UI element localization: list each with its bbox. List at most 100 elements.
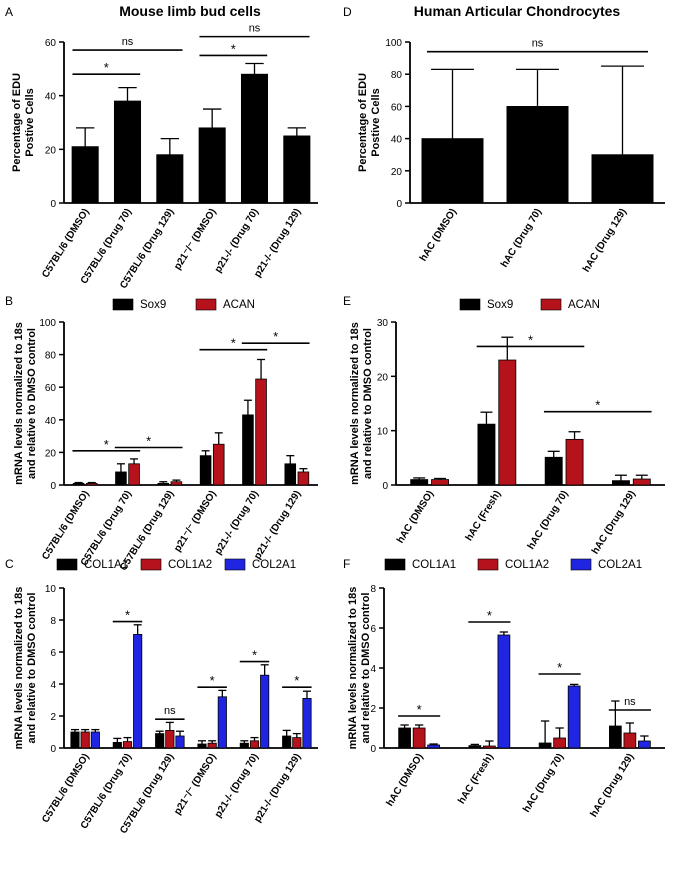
bar bbox=[506, 106, 569, 204]
panel-label-b: B bbox=[5, 294, 13, 308]
significance-label: * bbox=[125, 608, 130, 623]
x-tick-label: hAC (Drug 129) bbox=[589, 752, 637, 820]
y-axis-label: mRNA levels normalized to 18s bbox=[13, 587, 25, 750]
bar bbox=[197, 743, 207, 749]
bar bbox=[115, 471, 127, 486]
y-tick-label: 20 bbox=[391, 167, 403, 178]
y-tick-label: 100 bbox=[385, 38, 402, 49]
y-tick-label: 40 bbox=[391, 135, 403, 146]
significance-label: * bbox=[528, 332, 533, 347]
legend-swatch bbox=[459, 298, 481, 311]
legend-label: COL2A1 bbox=[252, 559, 296, 571]
bar bbox=[623, 732, 637, 749]
x-tick-label: hAC (Drug 129) bbox=[590, 489, 638, 557]
y-tick-label: 80 bbox=[45, 351, 57, 362]
legend-swatch bbox=[224, 558, 246, 571]
bar bbox=[156, 154, 184, 204]
bar bbox=[85, 482, 98, 486]
bar bbox=[165, 730, 175, 749]
y-tick-label: 60 bbox=[391, 102, 403, 113]
bar bbox=[544, 456, 563, 486]
legend-swatch bbox=[140, 558, 162, 571]
bar bbox=[212, 443, 225, 486]
y-axis-label: Percentage of EDU bbox=[11, 73, 23, 172]
significance-label: * bbox=[231, 336, 236, 351]
legend-swatch bbox=[540, 298, 562, 311]
y-tick-label: 40 bbox=[45, 416, 57, 427]
bar bbox=[170, 481, 183, 486]
x-tick-label: C57BL/6 (DMSO) bbox=[40, 489, 91, 562]
bar bbox=[468, 745, 482, 749]
significance-label: * bbox=[487, 608, 492, 623]
bar bbox=[431, 479, 449, 486]
y-tick-label: 100 bbox=[39, 318, 56, 329]
bar bbox=[260, 674, 270, 749]
y-tick-label: 20 bbox=[377, 372, 389, 383]
legend-label: Sox9 bbox=[140, 299, 166, 311]
bar bbox=[567, 685, 581, 749]
bar bbox=[157, 482, 170, 486]
y-tick-label: 60 bbox=[45, 383, 57, 394]
chart-panel-f: F COL1A1 COL1A2 COL2A1 0 2 4 6 8 mRNA levels norm… bbox=[343, 557, 665, 819]
bar bbox=[412, 727, 426, 749]
bar bbox=[255, 378, 267, 486]
y-tick-label: 4 bbox=[370, 664, 376, 675]
legend-label: COL2A1 bbox=[598, 559, 642, 571]
panel-label-f: F bbox=[343, 557, 350, 571]
x-tick-label: hAC (Drug 70) bbox=[526, 489, 571, 552]
chart-panel-e: E Sox9 ACAN 0 10 20 30 mRNA levels normalized t… bbox=[343, 294, 665, 556]
y-tick-label: 0 bbox=[382, 481, 388, 492]
significance-label: ns bbox=[122, 36, 134, 48]
bar bbox=[282, 735, 292, 749]
y-tick-label: 80 bbox=[391, 70, 403, 81]
significance-label: * bbox=[210, 673, 215, 688]
y-axis-label: and relative to DMSO control bbox=[360, 593, 372, 744]
x-tick-label: p21⁻/⁻ (DMSO) bbox=[172, 752, 218, 817]
y-tick-label: 0 bbox=[396, 199, 402, 210]
legend-swatch bbox=[570, 558, 592, 571]
legend-label: COL1A2 bbox=[505, 559, 549, 571]
x-tick-label: C57BL/6 (DMSO) bbox=[40, 207, 91, 280]
bar bbox=[283, 135, 311, 204]
significance-label: ns bbox=[532, 38, 544, 50]
x-tick-label: hAC (DMSO) bbox=[385, 752, 426, 809]
x-tick-label: hAC (DMSO) bbox=[395, 489, 436, 546]
y-tick-label: 20 bbox=[45, 448, 57, 459]
y-axis-label: Postive Cells bbox=[370, 88, 382, 156]
significance-label: ns bbox=[249, 23, 261, 35]
chart-panel-d: D Human Articular Chondrocytes 0 20 40 60 80 10… bbox=[343, 3, 665, 274]
bar bbox=[198, 127, 226, 204]
panel-title: Mouse limb bud cells bbox=[119, 3, 261, 19]
legend-swatch bbox=[112, 298, 134, 311]
bar bbox=[240, 73, 269, 204]
y-tick-label: 30 bbox=[377, 318, 389, 329]
y-tick-label: 6 bbox=[370, 624, 376, 635]
y-axis-label: and relative to DMSO control bbox=[362, 328, 374, 479]
panel-label-a: A bbox=[5, 5, 13, 19]
bar bbox=[133, 634, 143, 749]
legend-label: ACAN bbox=[223, 299, 255, 311]
y-tick-label: 0 bbox=[50, 744, 56, 755]
bar bbox=[591, 154, 654, 204]
y-axis-label: and relative to DMSO control bbox=[26, 328, 38, 479]
panel-title: Human Articular Chondrocytes bbox=[414, 3, 621, 19]
bar bbox=[217, 696, 227, 749]
legend-label: ACAN bbox=[568, 299, 600, 311]
bar bbox=[175, 735, 185, 749]
bar bbox=[90, 731, 100, 749]
x-tick-label: p21-/- (Drug 70) bbox=[213, 752, 261, 820]
y-tick-label: 60 bbox=[45, 38, 57, 49]
bar bbox=[427, 744, 440, 749]
y-tick-label: 40 bbox=[45, 92, 57, 103]
bar bbox=[483, 745, 496, 749]
legend-label: COL1A1 bbox=[412, 559, 456, 571]
x-tick-label: p21-/- (Drug 70) bbox=[213, 489, 261, 557]
x-tick-label: hAC (Drug 129) bbox=[581, 207, 629, 275]
x-tick-label: p21-/- (Drug 129) bbox=[252, 752, 303, 825]
panel-label-e: E bbox=[343, 294, 351, 308]
x-tick-label: hAC (Drug 70) bbox=[521, 752, 566, 815]
legend-label: COL1A2 bbox=[168, 559, 212, 571]
bar bbox=[292, 737, 302, 749]
significance-label: * bbox=[273, 329, 278, 344]
y-tick-label: 10 bbox=[377, 427, 389, 438]
